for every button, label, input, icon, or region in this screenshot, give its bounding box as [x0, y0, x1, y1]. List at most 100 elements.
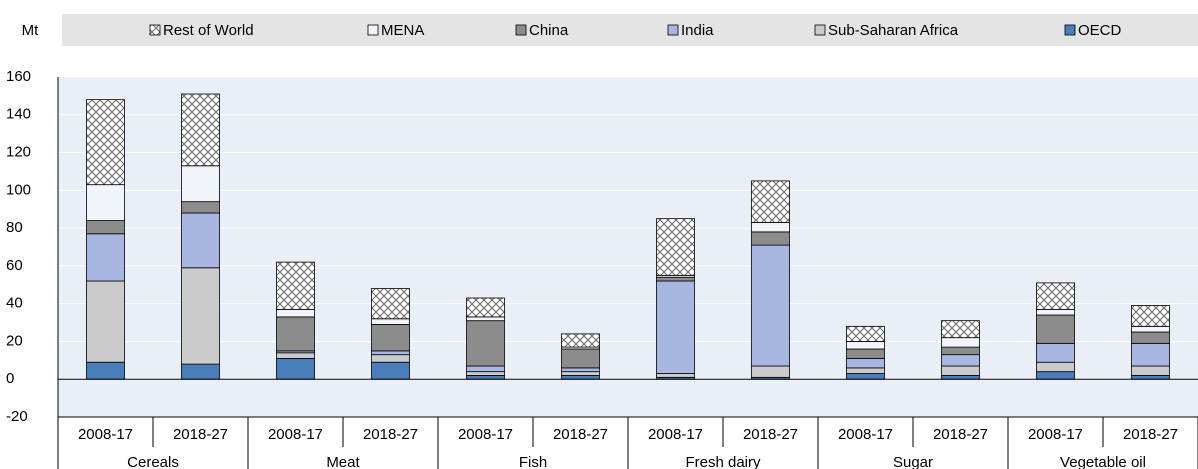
bar-segment [941, 320, 980, 339]
group-label: Vegetable oil [1060, 454, 1146, 469]
bar-segment [466, 365, 505, 373]
x-tick-label: 2018-27 [363, 426, 418, 443]
y-tick-label: 100 [6, 181, 31, 198]
y-tick-label: 0 [6, 370, 14, 387]
bar-segment [751, 222, 790, 233]
bar-segment [1036, 282, 1075, 310]
x-tick-label: 2008-17 [268, 426, 323, 443]
bar-segment [371, 324, 410, 352]
x-tick-label: 2008-17 [838, 426, 893, 443]
bar-segment [371, 318, 410, 325]
bar-segment [561, 375, 600, 380]
y-tick-label: 140 [6, 106, 31, 123]
legend-swatch [515, 24, 527, 36]
bar-segment [656, 373, 695, 378]
bar-segment [941, 346, 980, 356]
bar-segment [846, 358, 885, 369]
y-tick-label: 80 [6, 219, 23, 236]
bar-segment [86, 220, 125, 235]
bar-segment [466, 297, 505, 318]
legend-swatch [667, 24, 679, 36]
bar-segment [941, 375, 980, 380]
bar-segment [751, 231, 790, 246]
legend-label: Sub-Saharan Africa [828, 22, 959, 39]
bar-segment [466, 375, 505, 380]
group-label: Fish [519, 454, 547, 469]
bar-segment [86, 233, 125, 282]
bar-segment [181, 267, 220, 365]
group-label: Fresh dairy [685, 454, 761, 469]
bar-segment [561, 333, 600, 348]
group-label: Meat [326, 454, 360, 469]
x-tick-label: 2018-27 [1123, 426, 1178, 443]
bar-segment [751, 180, 790, 223]
bar-segment [846, 325, 885, 342]
legend-background [62, 14, 1198, 46]
bar-segment [181, 93, 220, 167]
x-tick-label: 2008-17 [78, 426, 133, 443]
bar-segment [1131, 325, 1170, 333]
bar-segment [1036, 361, 1075, 373]
plot-background [58, 77, 1198, 417]
bar-segment [1131, 331, 1170, 344]
legend-label: Rest of World [163, 22, 254, 39]
bar-segment [371, 361, 410, 380]
bar-segment [86, 361, 125, 380]
y-tick-label: 60 [6, 257, 23, 274]
x-tick-label: 2018-27 [933, 426, 988, 443]
bar-segment [86, 184, 125, 221]
legend-label: India [681, 22, 714, 39]
bar-segment [846, 341, 885, 350]
bar-segment [86, 280, 125, 363]
bar-segment [561, 371, 600, 376]
bar-segment [466, 371, 505, 376]
legend-label: OECD [1078, 22, 1122, 39]
bar-segment [751, 244, 790, 367]
bar-segment [181, 212, 220, 269]
x-tick-label: 2018-27 [173, 426, 228, 443]
x-tick-label: 2018-27 [743, 426, 798, 443]
x-tick-label: 2008-17 [1028, 426, 1083, 443]
bar-segment [561, 348, 600, 369]
bar-segment [1036, 308, 1075, 316]
bar-segment [371, 288, 410, 320]
bar-segment [276, 352, 315, 359]
y-tick-label: 120 [6, 144, 31, 161]
bar-segment [561, 367, 600, 373]
bar-segment [1036, 371, 1075, 380]
y-tick-label: -20 [6, 408, 28, 425]
bar-segment [751, 365, 790, 378]
bar-segment [846, 348, 885, 359]
group-label: Sugar [893, 454, 933, 469]
bar-segment [1131, 375, 1170, 380]
legend-label: MENA [381, 22, 424, 39]
bar-segment [466, 320, 505, 367]
bar-segment [941, 354, 980, 367]
y-axis-label: Mt [22, 22, 39, 39]
legend-swatch [1064, 24, 1076, 36]
bar-segment [1036, 314, 1075, 344]
bar-segment [466, 316, 505, 322]
bar-segment [181, 165, 220, 203]
y-tick-label: 160 [6, 68, 31, 85]
legend-label: China [529, 22, 569, 39]
bar-segment [1131, 305, 1170, 327]
bar-segment [276, 308, 315, 318]
bar-segment [656, 280, 695, 374]
group-label: Cereals [127, 454, 179, 469]
bar-segment [846, 367, 885, 374]
x-tick-label: 2018-27 [553, 426, 608, 443]
bar-segment [1036, 342, 1075, 363]
x-tick-label: 2008-17 [648, 426, 703, 443]
bar-segment [371, 350, 410, 356]
legend-swatch [149, 24, 161, 36]
legend-swatch [367, 24, 379, 36]
bar-segment [941, 337, 980, 348]
legend-swatch [814, 24, 826, 36]
x-tick-label: 2008-17 [458, 426, 513, 443]
bar-segment [181, 363, 220, 380]
y-tick-label: 40 [6, 295, 23, 312]
bar-segment [86, 99, 125, 186]
bar-segment [941, 365, 980, 376]
